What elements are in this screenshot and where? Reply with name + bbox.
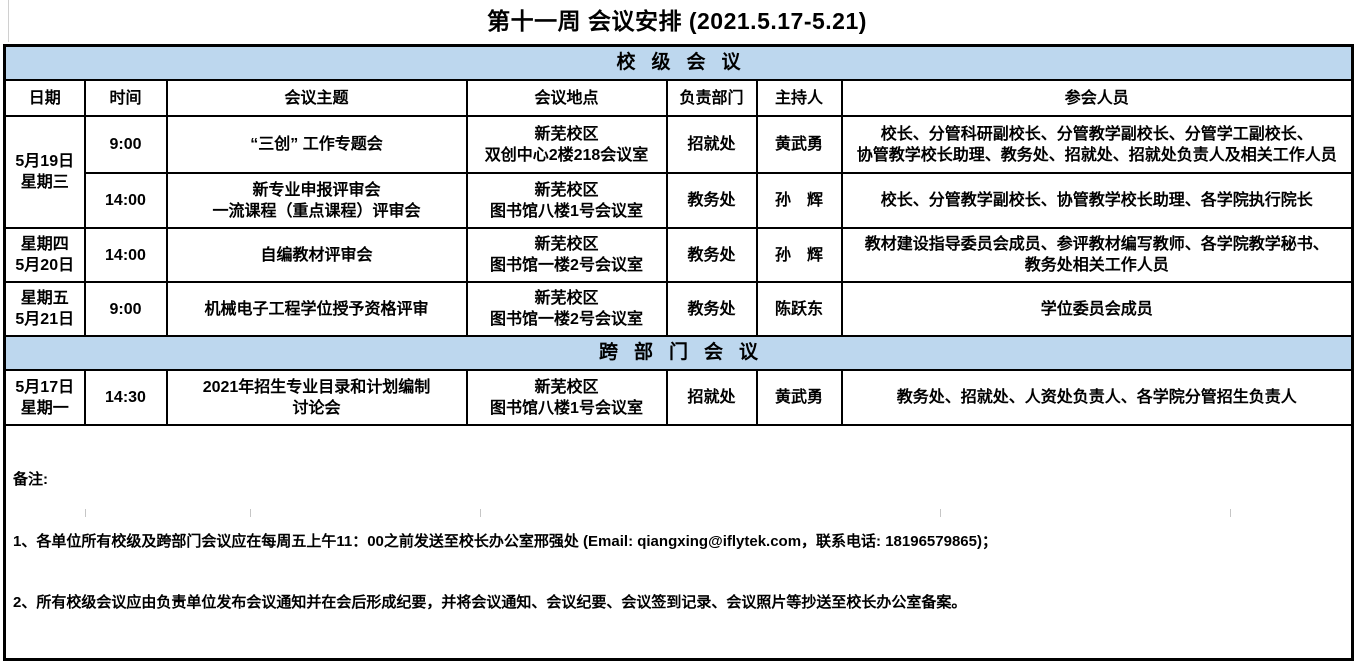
section-title-cross-department: 跨部门会议	[3, 335, 1354, 371]
cell-topic: 2021年招生专业目录和计划编制 讨论会	[165, 369, 468, 426]
cell-date: 5月17日 星期一	[3, 369, 86, 426]
col-header-participants: 参会人员	[840, 79, 1354, 117]
cell-time: 14:00	[83, 172, 168, 229]
col-header-topic: 会议主题	[165, 79, 468, 117]
notes-row: 备注: 1、各单位所有校级及跨部门会议应在每周五上午11：00之前发送至校长办公…	[3, 424, 1354, 660]
notes-cell: 备注: 1、各单位所有校级及跨部门会议应在每周五上午11：00之前发送至校长办公…	[3, 424, 1354, 660]
cell-participants: 校长、分管教学副校长、协管教学校长助理、各学院执行院长	[840, 172, 1354, 229]
cell-date: 星期四 5月20日	[3, 227, 86, 283]
cell-host: 孙 辉	[755, 227, 843, 283]
table-row: 14:00 新专业申报评审会 一流课程（重点课程）评审会 新芜校区 图书馆八楼1…	[5, 172, 1354, 229]
cell-participants: 教材建设指导委员会成员、参评教材编写教师、各学院教学秘书、 教务处相关工作人员	[840, 227, 1354, 283]
cell-host: 陈跃东	[755, 281, 843, 337]
page-title: 第十一周 会议安排 (2021.5.17-5.21)	[487, 8, 867, 34]
cell-department: 招就处	[665, 115, 758, 174]
cell-host: 黄武勇	[755, 369, 843, 426]
spreadsheet-page: { "title": "第十一周 会议安排 (2021.5.17-5.21)",…	[3, 0, 1354, 661]
cell-location: 新芜校区 图书馆一楼2号会议室	[465, 227, 668, 283]
col-header-department: 负责部门	[665, 79, 758, 117]
cell-topic: 自编教材评审会	[165, 227, 468, 283]
meeting-schedule-table: 校级会议 日期 时间 会议主题 会议地点 负责部门 主持人 参会人员 5月19日…	[3, 44, 1354, 661]
col-header-host: 主持人	[755, 79, 843, 117]
cell-department: 招就处	[665, 369, 758, 426]
section-title-school-level: 校级会议	[3, 44, 1354, 81]
cell-location: 新芜校区 双创中心2楼218会议室	[465, 115, 668, 174]
note-line-2: 2、所有校级会议应由负责单位发布会议通知并在会后形成纪要，并将会议通知、会议纪要…	[13, 594, 967, 611]
col-header-time: 时间	[83, 79, 168, 117]
cell-host: 黄武勇	[755, 115, 843, 174]
table-row: 5月17日 星期一 14:30 2021年招生专业目录和计划编制 讨论会 新芜校…	[3, 369, 1354, 426]
cell-time: 14:00	[83, 227, 168, 283]
cell-time: 14:30	[83, 369, 168, 426]
notes-label: 备注:	[13, 471, 48, 488]
cell-host: 孙 辉	[755, 172, 843, 229]
gridline	[940, 509, 941, 517]
gridline	[85, 509, 86, 517]
table-row: 星期四 5月20日 14:00 自编教材评审会 新芜校区 图书馆一楼2号会议室 …	[3, 227, 1354, 283]
cell-topic: 新专业申报评审会 一流课程（重点课程）评审会	[165, 172, 468, 229]
col-header-location: 会议地点	[465, 79, 668, 117]
table-row: 星期五 5月21日 9:00 机械电子工程学位授予资格评审 新芜校区 图书馆一楼…	[3, 281, 1354, 337]
section-row-school-level: 校级会议	[3, 44, 1354, 81]
column-header-row: 日期 时间 会议主题 会议地点 负责部门 主持人 参会人员	[3, 79, 1354, 117]
cell-department: 教务处	[665, 281, 758, 337]
cell-topic: “三创” 工作专题会	[165, 115, 468, 174]
section-row-cross-department: 跨部门会议	[3, 335, 1354, 371]
cell-time: 9:00	[83, 115, 168, 174]
cell-location: 新芜校区 图书馆一楼2号会议室	[465, 281, 668, 337]
cell-date: 5月19日 星期三	[3, 115, 86, 229]
cell-time: 9:00	[83, 281, 168, 337]
cell-date: 星期五 5月21日	[3, 281, 86, 337]
cell-participants: 学位委员会成员	[840, 281, 1354, 337]
table-row: 5月19日 星期三 9:00 “三创” 工作专题会 新芜校区 双创中心2楼218…	[3, 115, 1354, 229]
note-line-1: 1、各单位所有校级及跨部门会议应在每周五上午11：00之前发送至校长办公室邢强处…	[13, 532, 997, 550]
cell-location: 新芜校区 图书馆八楼1号会议室	[465, 172, 668, 229]
gridline	[8, 0, 9, 42]
cell-participants: 校长、分管科研副校长、分管教学副校长、分管学工副校长、 协管教学校长助理、教务处…	[840, 115, 1354, 174]
gridline	[250, 509, 251, 517]
cell-participants: 教务处、招就处、人资处负责人、各学院分管招生负责人	[840, 369, 1354, 426]
cell-location: 新芜校区 图书馆八楼1号会议室	[465, 369, 668, 426]
cell-department: 教务处	[665, 227, 758, 283]
gridline	[480, 509, 481, 517]
col-header-date: 日期	[3, 79, 86, 117]
cell-department: 教务处	[665, 172, 758, 229]
cell-topic: 机械电子工程学位授予资格评审	[165, 281, 468, 337]
gridline	[1230, 509, 1231, 517]
